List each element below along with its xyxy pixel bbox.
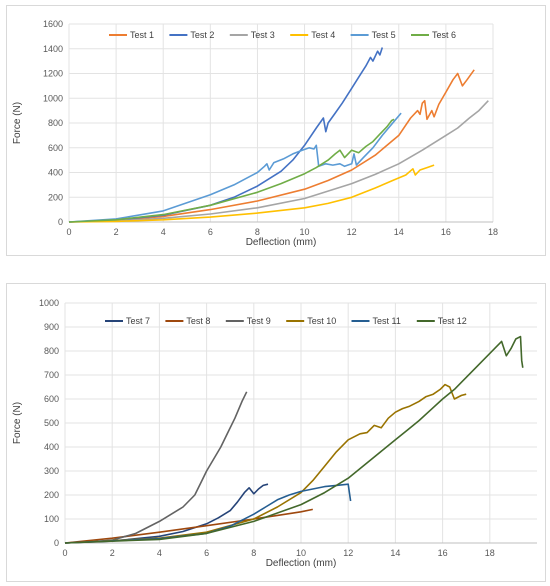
chart2-series-line-1 bbox=[64, 483, 269, 544]
chart1-x-axis-label: Deflection (mm) bbox=[246, 237, 317, 248]
chart1-series-line-1 bbox=[68, 69, 475, 223]
chart2-legend-label-5: Test 11 bbox=[373, 316, 401, 326]
chart-top: 0 2 4 6 8 10 12 14 16 18 0 200 400 600 800 1000 1200 1400… bbox=[6, 5, 546, 256]
chart1-y-tick-label: 400 bbox=[48, 168, 63, 178]
chart2-y-tick-label: 600 bbox=[44, 394, 59, 404]
chart2-legend-label-1: Test 7 bbox=[126, 316, 150, 326]
chart1-series-line-2 bbox=[68, 47, 384, 223]
chart2-x-tick-label: 2 bbox=[110, 548, 115, 558]
chart1-y-axis-label: Force (N) bbox=[12, 102, 23, 144]
chart2-y-tick-label: 0 bbox=[54, 538, 59, 548]
chart2-legend-label-4: Test 10 bbox=[307, 316, 336, 326]
chart-bottom-svg: 0 2 4 6 8 10 12 14 16 18 0 100 200 300 400 500 600 700 800… bbox=[12, 298, 537, 569]
chart1-series-line-4 bbox=[68, 164, 435, 223]
chart1-y-tick-label: 200 bbox=[48, 192, 63, 202]
chart2-x-tick-label: 12 bbox=[343, 548, 353, 558]
chart2-legend-label-3: Test 9 bbox=[247, 316, 271, 326]
chart2-x-tick-label: 10 bbox=[296, 548, 306, 558]
chart1-series-line-3 bbox=[68, 100, 489, 223]
chart2-legend-label-6: Test 12 bbox=[438, 316, 467, 326]
chart2-y-tick-label: 300 bbox=[44, 466, 59, 476]
chart2-x-tick-label: 16 bbox=[438, 548, 448, 558]
chart1-y-tick-label: 1200 bbox=[43, 69, 63, 79]
chart1-x-tick-label: 8 bbox=[255, 227, 260, 237]
chart2-series-line-4 bbox=[64, 383, 467, 544]
chart1-series-line-6 bbox=[68, 118, 395, 223]
chart2-legend-label-2: Test 8 bbox=[186, 316, 210, 326]
chart1-x-tick-label: 18 bbox=[488, 227, 498, 237]
chart1-x-tick-label: 12 bbox=[347, 227, 357, 237]
chart2-x-tick-label: 8 bbox=[251, 548, 256, 558]
chart1-legend-label-2: Test 2 bbox=[190, 30, 214, 40]
chart2-x-tick-label: 0 bbox=[62, 548, 67, 558]
chart1-x-tick-label: 16 bbox=[441, 227, 451, 237]
chart-bottom: 0 2 4 6 8 10 12 14 16 18 0 100 200 300 400 500 600 700 800… bbox=[6, 283, 546, 582]
chart1-y-tick-label: 1400 bbox=[43, 44, 63, 54]
chart2-series-line-5 bbox=[64, 483, 352, 544]
chart2-y-tick-label: 500 bbox=[44, 418, 59, 428]
chart2-x-tick-label: 18 bbox=[485, 548, 495, 558]
chart1-legend-label-1: Test 1 bbox=[130, 30, 154, 40]
chart-top-svg: 0 2 4 6 8 10 12 14 16 18 0 200 400 600 800 1000 1200 1400… bbox=[12, 19, 498, 248]
chart1-y-tick-label: 800 bbox=[48, 118, 63, 128]
chart2-x-tick-label: 4 bbox=[157, 548, 162, 558]
chart1-legend-label-6: Test 6 bbox=[432, 30, 456, 40]
chart1-y-tick-label: 1600 bbox=[43, 19, 63, 29]
chart1-series-line-5 bbox=[68, 112, 402, 223]
chart2-series-line-6 bbox=[64, 335, 524, 544]
chart2-y-tick-label: 900 bbox=[44, 322, 59, 332]
chart1-x-tick-label: 0 bbox=[66, 227, 71, 237]
chart1-y-tick-label: 1000 bbox=[43, 93, 63, 103]
chart2-y-axis-label: Force (N) bbox=[12, 402, 23, 444]
chart2-x-tick-label: 6 bbox=[204, 548, 209, 558]
chart2-series-line-3 bbox=[64, 391, 248, 544]
chart2-y-tick-label: 700 bbox=[44, 370, 59, 380]
chart2-x-tick-label: 14 bbox=[390, 548, 400, 558]
chart1-x-tick-label: 6 bbox=[208, 227, 213, 237]
chart2-y-tick-label: 1000 bbox=[39, 298, 59, 308]
chart2-x-axis-label: Deflection (mm) bbox=[266, 558, 337, 569]
chart2-y-tick-label: 100 bbox=[44, 514, 59, 524]
chart1-x-tick-label: 14 bbox=[394, 227, 404, 237]
chart1-legend-label-3: Test 3 bbox=[251, 30, 275, 40]
chart2-y-tick-label: 800 bbox=[44, 346, 59, 356]
chart1-legend-label-4: Test 4 bbox=[311, 30, 335, 40]
chart1-y-tick-label: 600 bbox=[48, 143, 63, 153]
chart1-y-tick-label: 0 bbox=[58, 217, 63, 227]
chart1-x-tick-label: 10 bbox=[300, 227, 310, 237]
chart2-y-tick-label: 200 bbox=[44, 490, 59, 500]
chart1-legend-label-5: Test 5 bbox=[372, 30, 396, 40]
chart2-y-tick-label: 400 bbox=[44, 442, 59, 452]
chart1-x-tick-label: 4 bbox=[161, 227, 166, 237]
chart1-x-tick-label: 2 bbox=[114, 227, 119, 237]
